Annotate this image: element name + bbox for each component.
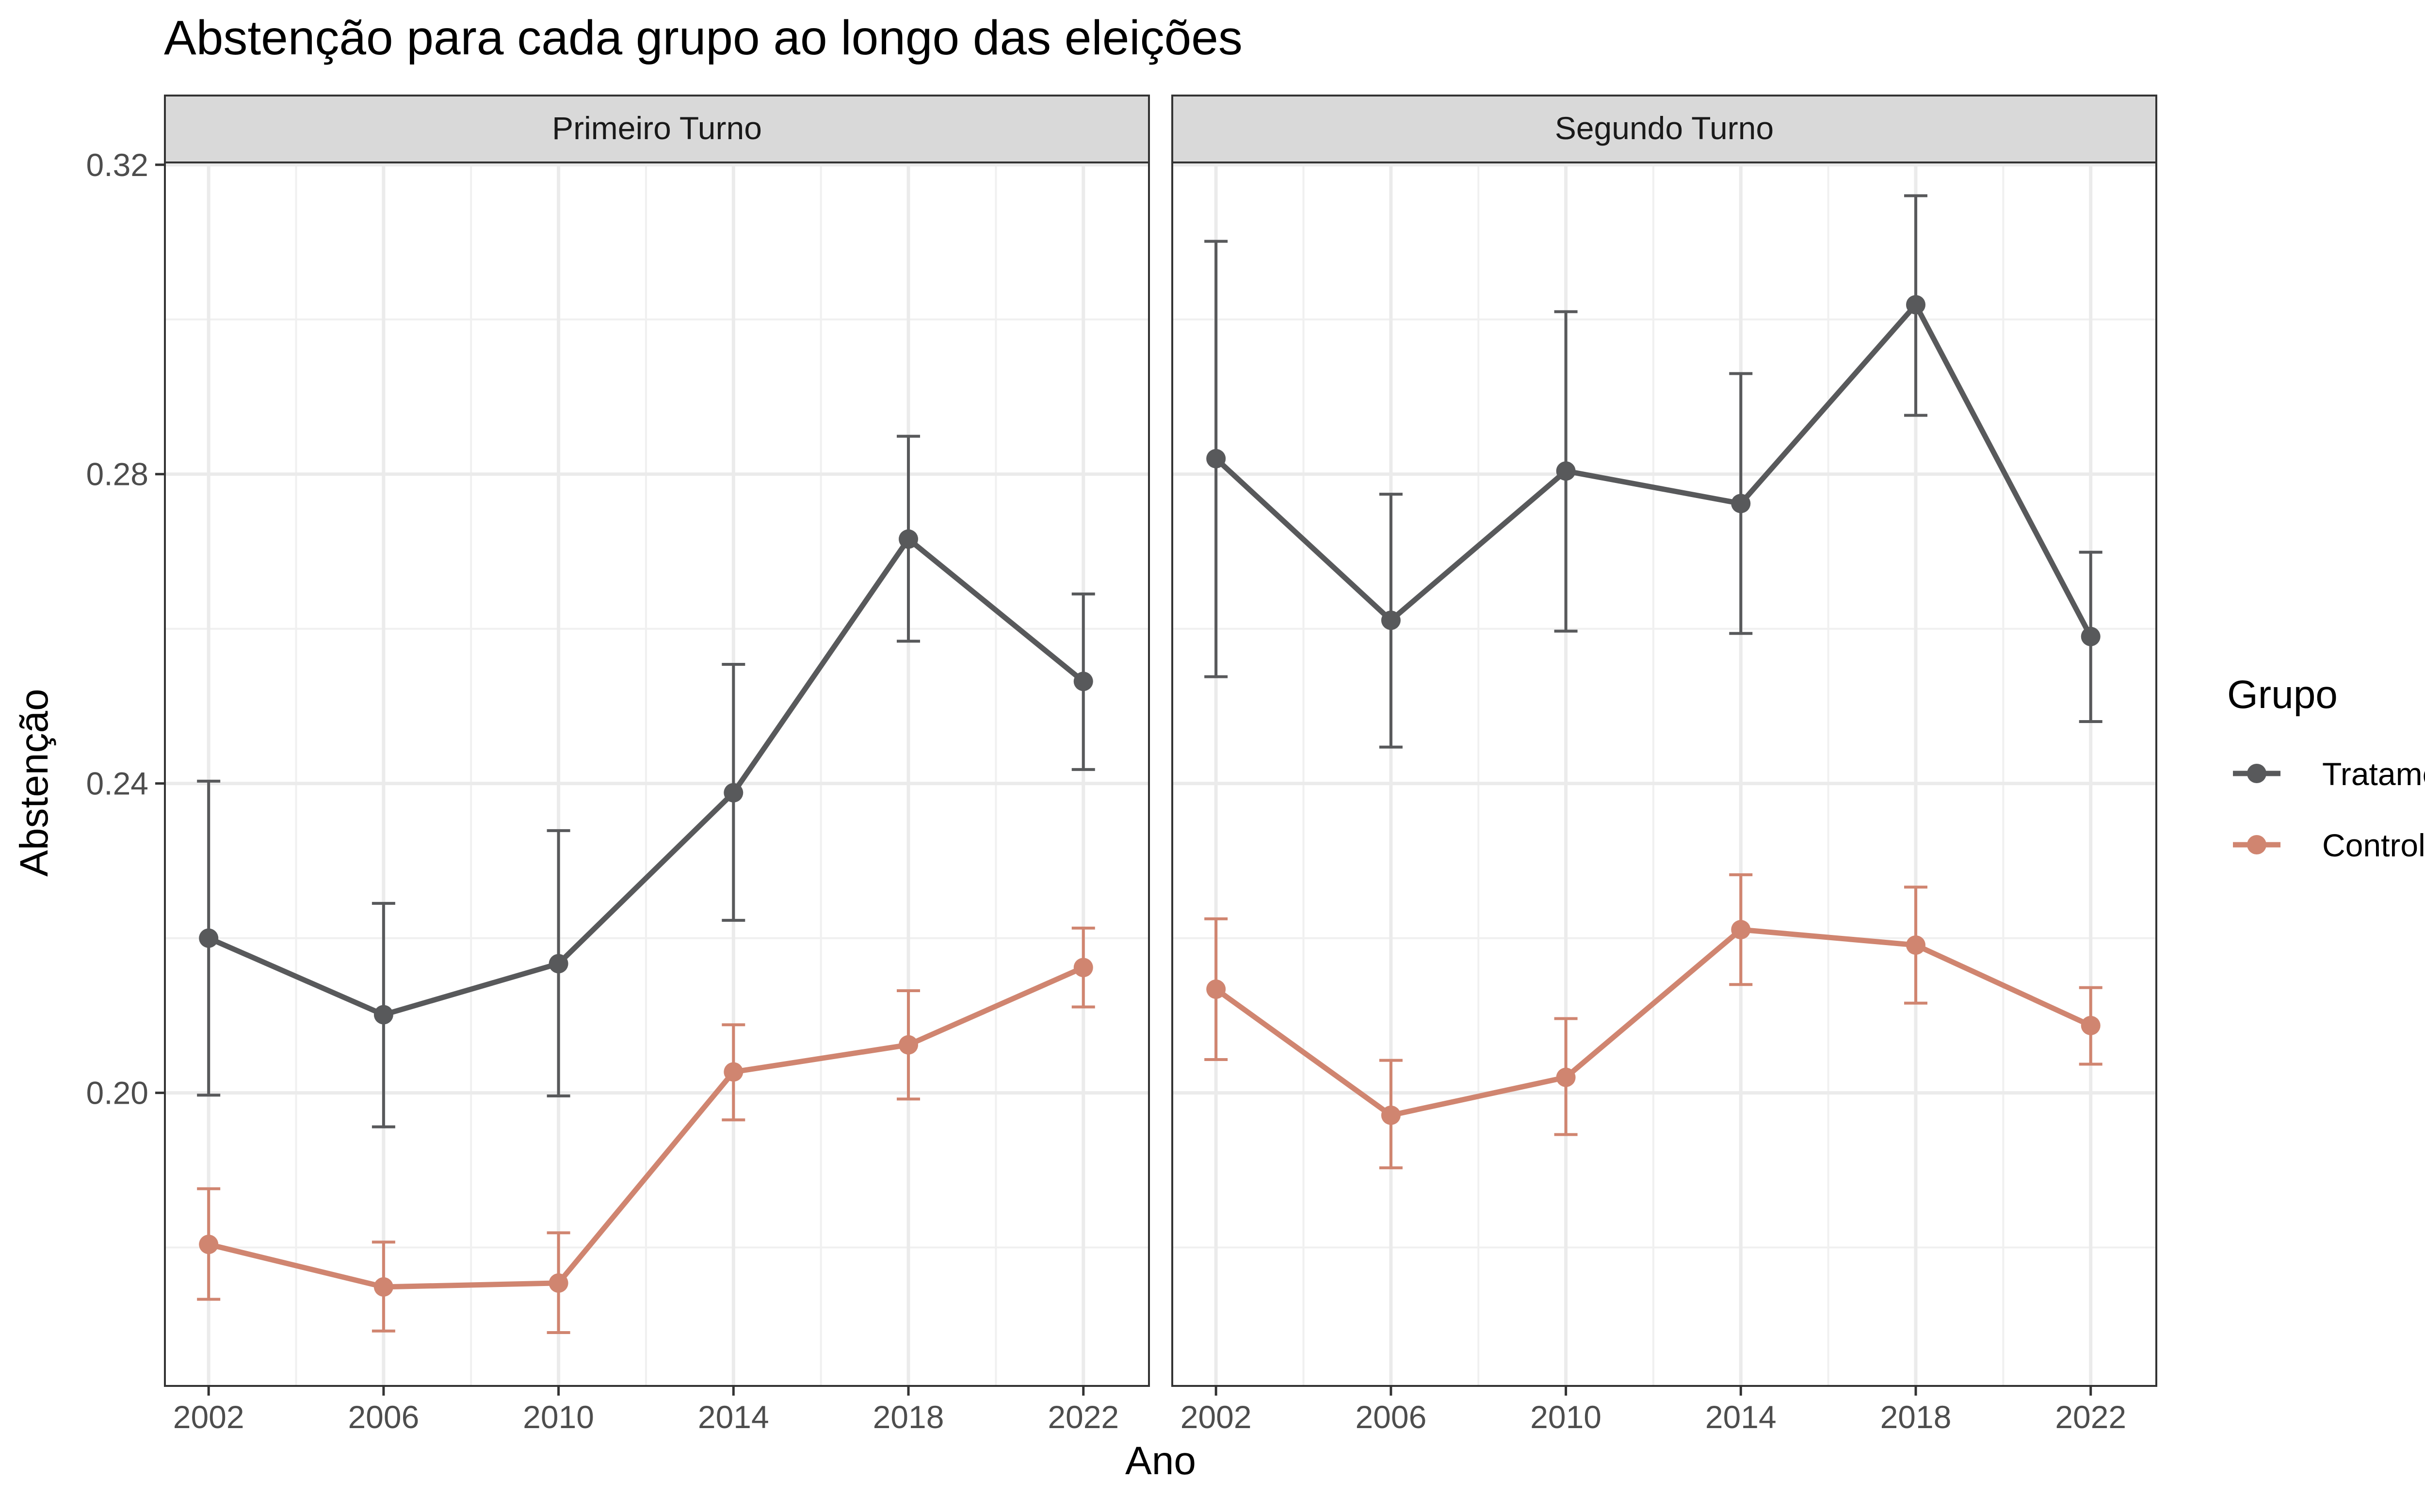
data-point [1381, 1105, 1401, 1125]
x-tick-label: 2014 [1705, 1399, 1777, 1435]
series-line [208, 965, 1084, 1290]
y-tick-label: 0.24 [86, 766, 148, 802]
data-point [2081, 1015, 2101, 1035]
series-tratamento [1204, 194, 2102, 749]
facet-strip-label: Primeiro Turno [552, 110, 762, 146]
legend-label: Tratamento [2322, 756, 2425, 792]
x-tick-label: 2014 [698, 1399, 769, 1435]
panel-border [164, 161, 1150, 1387]
x-tick-label: 2006 [1355, 1399, 1426, 1435]
legend-label: Controle [2322, 827, 2425, 863]
x-tick-label: 2002 [173, 1399, 244, 1435]
legend-entry-tratamento: Tratamento [2233, 756, 2425, 792]
series-line [1214, 302, 2093, 638]
data-point [373, 1005, 393, 1025]
data-point [1556, 1067, 1576, 1087]
data-point [1906, 295, 1926, 315]
facet-strip [164, 95, 1150, 163]
series-line [1214, 927, 2092, 1118]
series-controle [197, 926, 1095, 1334]
data-point [1381, 611, 1401, 630]
x-tick-label: 2010 [523, 1399, 594, 1435]
data-point [199, 928, 219, 948]
data-point [724, 783, 744, 803]
data-point [549, 954, 568, 974]
data-point [1731, 494, 1751, 514]
panel-background [165, 162, 1149, 1386]
y-tick-label: 0.28 [86, 456, 148, 492]
x-tick-label: 2022 [2055, 1399, 2126, 1435]
legend: Grupo Tratamento Controle [2227, 673, 2425, 863]
x-tick-label: 2006 [348, 1399, 419, 1435]
data-point [1073, 672, 1093, 692]
facet-strip [1171, 95, 2157, 163]
y-tick-label: 0.32 [86, 147, 148, 183]
series-tratamento [197, 434, 1095, 1128]
y-axis-title: Abstenção [12, 689, 56, 877]
data-point [899, 1035, 919, 1055]
legend-title: Grupo [2227, 673, 2338, 717]
chart-title: Abstenção para cada grupo ao longo das e… [164, 11, 1243, 65]
x-tick-label: 2002 [1180, 1399, 1252, 1435]
data-point [1556, 461, 1576, 481]
data-point [1906, 935, 1926, 955]
data-point [1206, 979, 1226, 999]
series-line [207, 536, 1085, 1017]
x-tick-label: 2018 [1880, 1399, 1952, 1435]
series-controle [1204, 873, 2102, 1170]
data-point [724, 1062, 744, 1082]
data-point [373, 1277, 393, 1297]
data-point [199, 1235, 219, 1255]
x-tick-label: 2022 [1048, 1399, 1119, 1435]
facet-strip-label: Segundo Turno [1555, 110, 1774, 146]
data-point [2081, 627, 2101, 646]
y-tick-label: 0.20 [86, 1075, 148, 1111]
x-tick-label: 2010 [1530, 1399, 1601, 1435]
data-point [1073, 958, 1093, 978]
legend-key-point [2247, 835, 2266, 854]
x-axis-title: Ano [1125, 1439, 1196, 1483]
panel-border [1171, 161, 2157, 1387]
data-point [549, 1273, 568, 1293]
legend-entry-controle: Controle [2233, 827, 2425, 863]
legend-key-point [2247, 764, 2266, 783]
data-point [1731, 920, 1751, 940]
facet-panel: Primeiro Turno 2002 2006 2010 2014 2018 2022 0.… [86, 95, 1150, 1435]
panel-background [1172, 162, 2156, 1386]
data-point [899, 529, 919, 549]
x-tick-label: 2018 [873, 1399, 944, 1435]
facet-panel: Segundo Turno 2002 2006 2010 2014 2018 2022 [1171, 95, 2157, 1435]
data-point [1206, 449, 1226, 468]
